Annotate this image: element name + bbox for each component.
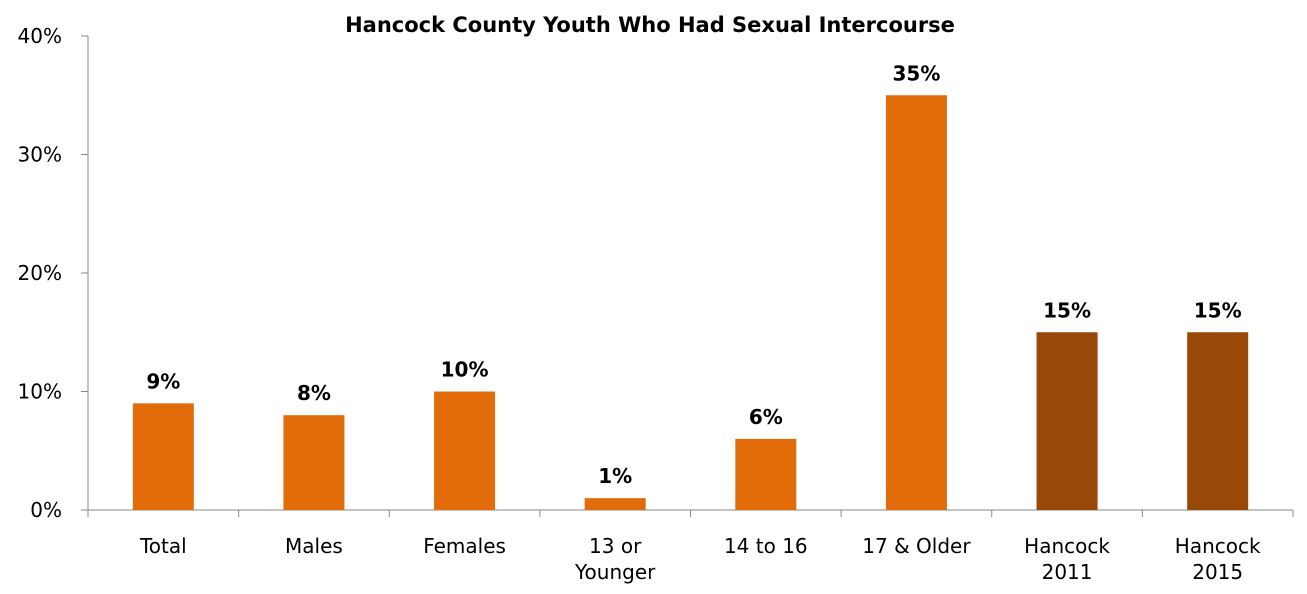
data-labels: 9% 8% 10% 1% 6% 35% 15% 15% — [146, 61, 1241, 488]
bar — [434, 391, 496, 510]
x-tick-label: Hancock 2011 — [1024, 534, 1110, 584]
x-tick-label: 13 or Younger — [574, 534, 656, 584]
data-label: 1% — [598, 464, 632, 488]
data-label: 15% — [1043, 298, 1091, 322]
data-label: 8% — [297, 381, 331, 405]
bar — [1036, 332, 1098, 510]
x-tick-label: 17 & Older — [862, 534, 971, 558]
data-label: 9% — [146, 369, 180, 393]
data-label: 6% — [749, 405, 783, 429]
y-tick-label: 10% — [18, 380, 62, 404]
data-label: 15% — [1194, 298, 1242, 322]
y-tick-label: 20% — [18, 261, 62, 285]
bar — [584, 498, 646, 510]
chart-title: Hancock County Youth Who Had Sexual Inte… — [345, 13, 955, 37]
y-tick-label: 40% — [18, 24, 62, 48]
data-label: 35% — [893, 61, 941, 85]
x-tick-labels: Total Males Females 13 or Younger 14 to 16 17 … — [139, 534, 1261, 584]
y-tick-label: 30% — [18, 143, 62, 167]
bar — [1187, 332, 1249, 510]
bars — [132, 95, 1249, 510]
bar — [132, 403, 194, 510]
x-tick-label: 14 to 16 — [724, 534, 808, 558]
bar — [735, 438, 797, 510]
axes — [81, 35, 1294, 517]
bar — [283, 415, 345, 510]
x-tick-label: Females — [423, 534, 506, 558]
y-tick-labels: 0% 10% 20% 30% 40% — [18, 24, 62, 522]
y-tick-label: 0% — [30, 498, 62, 522]
x-tick-label: Total — [139, 534, 187, 558]
x-tick-label: Hancock 2015 — [1175, 534, 1261, 584]
x-tick-label: Males — [285, 534, 343, 558]
data-label: 10% — [441, 358, 489, 382]
bar — [885, 95, 947, 510]
